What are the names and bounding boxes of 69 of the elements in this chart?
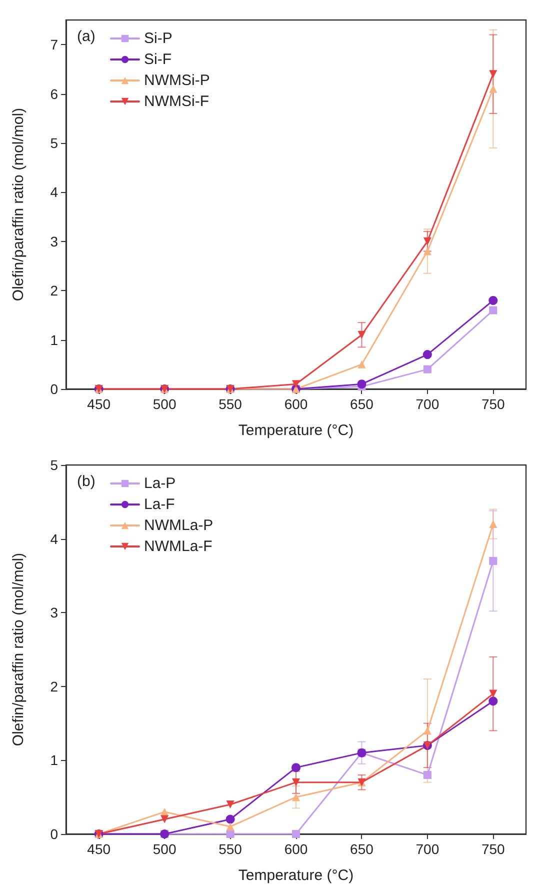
y-axis-title: Olefin/paraffin ratio (mol/mol): [10, 108, 27, 302]
x-axis-title: Temperature (°C): [238, 422, 354, 439]
y-axis-title: Olefin/paraffin ratio (mol/mol): [10, 552, 27, 746]
point: [489, 306, 498, 314]
x-axis-title: Temperature (°C): [238, 867, 354, 884]
y-tick-label: 5: [50, 135, 58, 151]
x-tick-label: 650: [350, 841, 374, 857]
x-tick-label: 600: [284, 841, 308, 857]
x-tick-label: 450: [87, 841, 111, 857]
point: [423, 770, 432, 779]
point: [292, 778, 300, 786]
point: [489, 520, 498, 528]
y-tick-label: 0: [50, 826, 58, 842]
x-tick-label: 650: [350, 396, 374, 412]
y-tick-label: 2: [50, 282, 58, 299]
y-tick-label: 0: [50, 381, 58, 397]
point: [226, 814, 235, 824]
x-tick-label: 600: [284, 396, 308, 412]
x-tick-label: 700: [416, 841, 440, 857]
point: [358, 330, 366, 339]
point: [489, 70, 498, 78]
legend-label: La-F: [144, 496, 175, 513]
point: [358, 360, 366, 368]
point: [226, 830, 234, 838]
y-tick-label: 3: [50, 233, 58, 250]
point: [226, 822, 234, 831]
y-tick-label: 1: [50, 332, 58, 348]
point: [488, 296, 498, 305]
x-tick-label: 550: [218, 841, 242, 857]
x-tick-label: 750: [481, 841, 506, 857]
point: [292, 793, 300, 802]
legend-label: Si-P: [144, 30, 172, 47]
y-tick-label: 1: [50, 752, 58, 768]
point: [357, 380, 366, 389]
y-tick-label: 6: [50, 86, 58, 102]
legend-label: NWMLa-F: [144, 538, 212, 555]
point: [422, 350, 432, 360]
y-tick-label: 5: [50, 457, 58, 473]
y-tick-label: 7: [50, 36, 58, 53]
point: [292, 830, 300, 838]
point: [489, 84, 498, 93]
point: [226, 800, 234, 808]
point: [423, 365, 432, 374]
x-tick-label: 750: [481, 396, 506, 412]
text: (a): [77, 28, 96, 45]
point: [489, 556, 498, 565]
legend-label: Si-F: [144, 51, 172, 68]
point: [423, 726, 432, 735]
point: [160, 815, 169, 824]
legend-label: NWMLa-P: [144, 517, 214, 534]
y-tick-label: 2: [50, 678, 58, 694]
point: [423, 237, 432, 246]
point: [292, 763, 300, 772]
legend-label: NWMSi-F: [144, 93, 209, 110]
x-tick-label: 700: [416, 396, 440, 412]
x-tick-label: 500: [152, 396, 176, 412]
point: [423, 247, 432, 256]
point: [489, 690, 498, 698]
x-tick-label: 450: [87, 396, 111, 412]
x-tick-label: 500: [152, 841, 176, 857]
x-tick-label: 550: [218, 396, 242, 412]
legend-label: La-P: [144, 475, 176, 492]
text: (b): [77, 473, 96, 490]
y-tick-label: 4: [50, 530, 58, 547]
point: [488, 696, 498, 706]
y-tick-label: 3: [50, 604, 58, 621]
legend-label: NWMSi-P: [144, 72, 210, 89]
point: [292, 380, 300, 388]
y-tick-label: 4: [50, 184, 58, 200]
